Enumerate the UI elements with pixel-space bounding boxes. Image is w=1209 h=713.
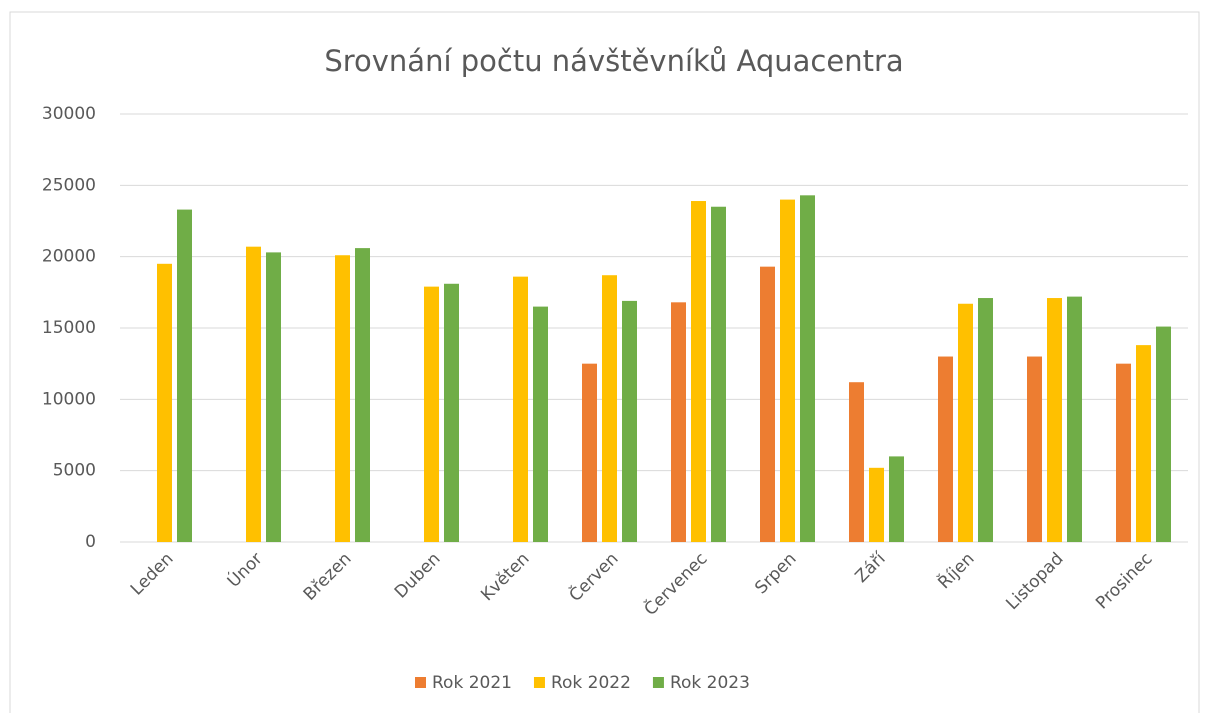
bar — [938, 356, 953, 542]
legend-swatch — [652, 677, 664, 688]
bar — [424, 286, 439, 542]
y-tick-label: 15000 — [42, 318, 96, 338]
bar — [711, 206, 726, 542]
bar — [691, 201, 706, 542]
bar — [760, 266, 775, 542]
bar — [444, 283, 459, 542]
bar — [1047, 298, 1062, 542]
bar — [1116, 363, 1131, 542]
legend-swatch — [415, 677, 426, 688]
bar — [1156, 326, 1171, 542]
bar — [582, 363, 597, 542]
bar — [849, 382, 864, 542]
bar — [1136, 345, 1151, 542]
bar — [800, 195, 815, 542]
bar — [958, 303, 973, 542]
bar — [671, 302, 686, 542]
y-tick-label: 30000 — [42, 104, 96, 124]
bar — [889, 456, 904, 542]
bar — [157, 263, 172, 542]
bar — [1067, 296, 1082, 542]
legend-label: Rok 2021 — [432, 673, 512, 693]
bar — [622, 300, 637, 542]
y-tick-label: 5000 — [53, 461, 96, 481]
bar — [602, 275, 617, 542]
y-tick-label: 10000 — [42, 389, 96, 409]
y-tick-label: 25000 — [42, 175, 96, 195]
y-tick-label: 20000 — [42, 247, 96, 267]
legend-swatch — [533, 677, 545, 688]
bar — [513, 276, 528, 542]
bar — [533, 306, 548, 542]
bar — [177, 209, 192, 542]
bar — [335, 255, 350, 543]
bar — [266, 252, 281, 543]
bar — [869, 467, 884, 542]
bar — [355, 248, 370, 542]
legend-label: Rok 2022 — [551, 673, 631, 693]
bar — [978, 298, 993, 542]
legend-label: Rok 2023 — [670, 673, 750, 693]
bar — [1027, 356, 1042, 542]
bar — [246, 246, 261, 542]
chart-title: Srovnání počtu návštěvníků Aquacentra — [324, 44, 903, 78]
y-tick-label: 0 — [85, 532, 96, 552]
bar — [780, 199, 795, 542]
